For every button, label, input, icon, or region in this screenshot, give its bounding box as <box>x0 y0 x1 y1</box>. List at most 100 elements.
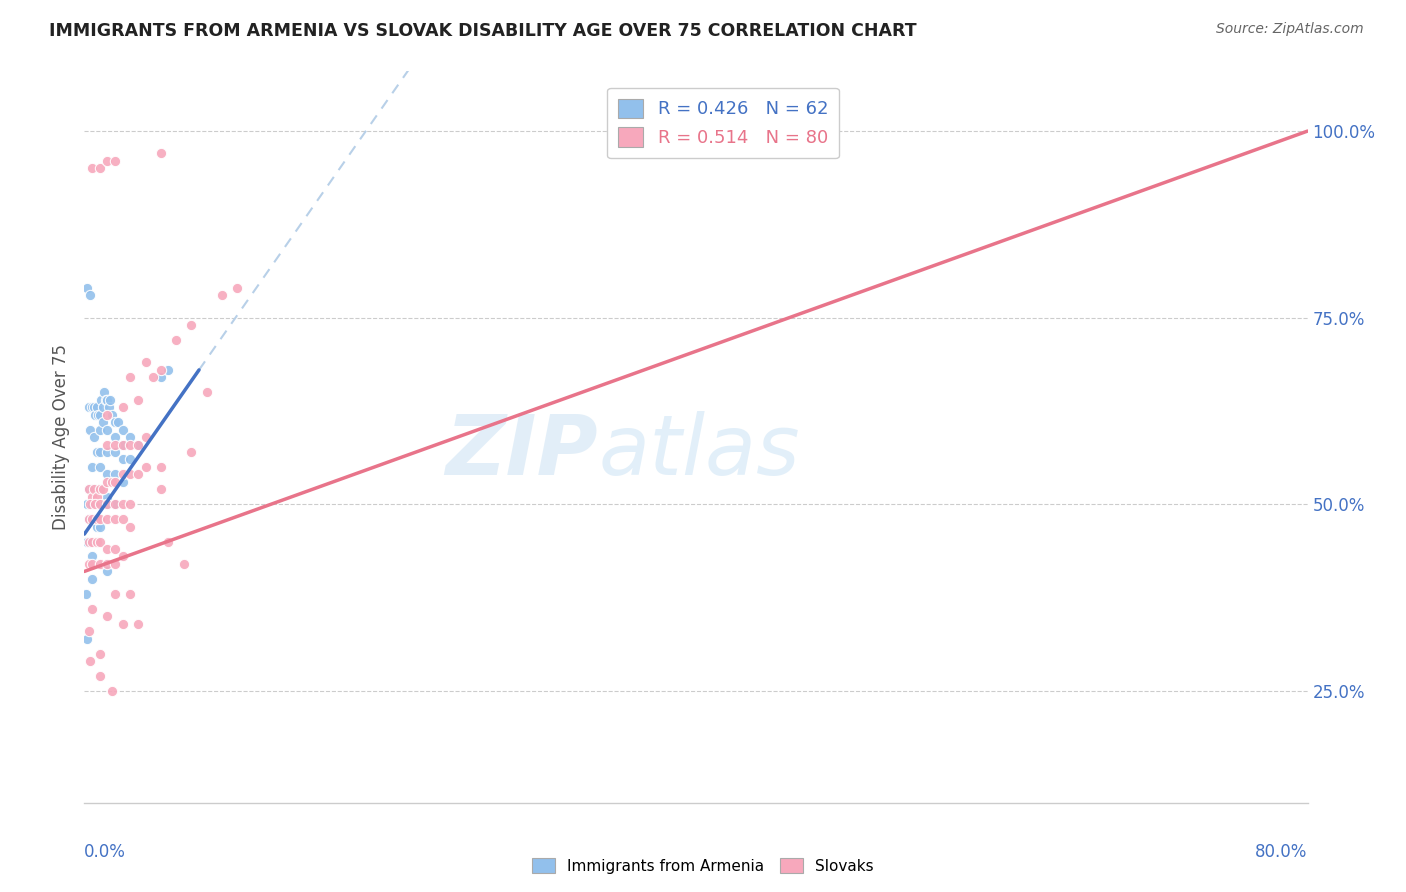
Point <box>86 401 108 415</box>
Point <box>80 490 103 504</box>
Point <box>89 445 111 459</box>
Point <box>101 408 124 422</box>
Point <box>77 512 100 526</box>
Point <box>83 483 105 497</box>
Point <box>80 483 103 497</box>
Point <box>111 401 134 415</box>
Point <box>111 452 134 467</box>
Point <box>149 370 172 384</box>
Point <box>89 497 111 511</box>
Point <box>96 392 118 407</box>
Point <box>96 497 118 511</box>
Point <box>96 467 118 482</box>
Point <box>96 153 118 168</box>
Point <box>104 512 127 526</box>
Point <box>77 483 100 497</box>
Y-axis label: Disability Age Over 75: Disability Age Over 75 <box>52 344 70 530</box>
Legend: R = 0.426   N = 62, R = 0.514   N = 80: R = 0.426 N = 62, R = 0.514 N = 80 <box>607 87 839 158</box>
Point <box>91 415 114 429</box>
Point <box>80 512 103 526</box>
Point <box>149 483 172 497</box>
Point <box>104 437 127 451</box>
Point <box>80 572 103 586</box>
Point <box>84 497 107 511</box>
Point <box>83 430 105 444</box>
Point <box>89 459 111 474</box>
Point <box>77 557 100 571</box>
Point <box>96 423 118 437</box>
Point <box>104 497 127 511</box>
Point <box>96 437 118 451</box>
Point <box>120 437 142 451</box>
Point <box>104 542 127 557</box>
Point <box>157 534 180 549</box>
Point <box>80 512 103 526</box>
Point <box>104 587 127 601</box>
Point <box>120 587 142 601</box>
Point <box>104 415 127 429</box>
Point <box>87 408 110 422</box>
Point <box>77 401 100 415</box>
Point <box>104 475 127 489</box>
Text: Source: ZipAtlas.com: Source: ZipAtlas.com <box>1216 22 1364 37</box>
Point <box>89 408 111 422</box>
Point <box>120 467 142 482</box>
Point <box>104 467 127 482</box>
Point <box>104 445 127 459</box>
Point <box>80 549 103 564</box>
Point <box>86 490 108 504</box>
Point <box>80 161 103 176</box>
Point <box>135 459 157 474</box>
Point <box>91 483 114 497</box>
Point <box>79 423 101 437</box>
Text: atlas: atlas <box>598 411 800 492</box>
Point <box>195 385 218 400</box>
Point <box>135 430 157 444</box>
Point <box>127 437 149 451</box>
Point <box>80 557 103 571</box>
Point <box>157 363 180 377</box>
Point <box>76 534 98 549</box>
Point <box>79 654 101 668</box>
Point <box>77 512 100 526</box>
Point <box>149 363 172 377</box>
Point <box>91 401 114 415</box>
Point <box>149 459 172 474</box>
Point <box>111 475 134 489</box>
Text: IMMIGRANTS FROM ARMENIA VS SLOVAK DISABILITY AGE OVER 75 CORRELATION CHART: IMMIGRANTS FROM ARMENIA VS SLOVAK DISABI… <box>49 22 917 40</box>
Point <box>79 288 101 302</box>
Point <box>96 565 118 579</box>
Point <box>94 392 117 407</box>
Point <box>120 497 142 511</box>
Point <box>96 475 118 489</box>
Point <box>226 281 249 295</box>
Point <box>111 616 134 631</box>
Point <box>107 415 129 429</box>
Point <box>120 519 142 533</box>
Point <box>120 370 142 384</box>
Point <box>96 609 118 624</box>
Point <box>89 647 111 661</box>
Point <box>120 452 142 467</box>
Point <box>111 423 134 437</box>
Point <box>86 445 108 459</box>
Point <box>89 534 111 549</box>
Point <box>89 483 111 497</box>
Point <box>80 401 103 415</box>
Point <box>104 153 127 168</box>
Text: ZIP: ZIP <box>446 411 598 492</box>
Point <box>96 408 118 422</box>
Point <box>93 385 115 400</box>
Text: 80.0%: 80.0% <box>1256 843 1308 861</box>
Point <box>89 483 111 497</box>
Point <box>86 512 108 526</box>
Point <box>89 497 111 511</box>
Point <box>89 669 111 683</box>
Point <box>97 401 120 415</box>
Point <box>165 333 187 347</box>
Point <box>83 401 105 415</box>
Point <box>104 557 127 571</box>
Point <box>90 392 112 407</box>
Point <box>135 355 157 369</box>
Point <box>96 445 118 459</box>
